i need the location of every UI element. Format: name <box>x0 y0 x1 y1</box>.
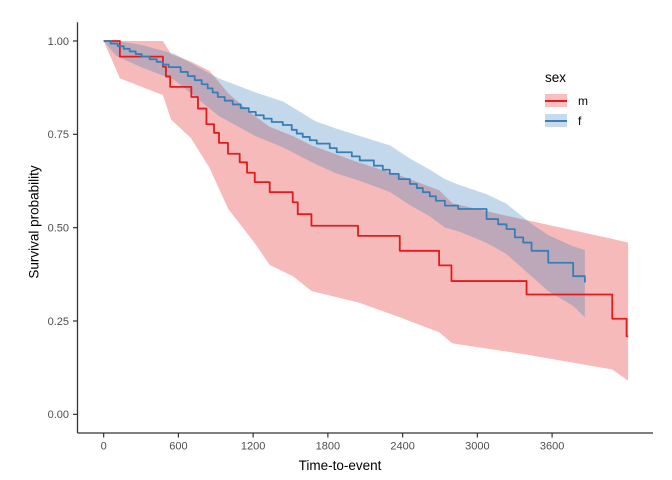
legend-key-m-icon <box>545 94 567 107</box>
y-tick-label: 0.25 <box>48 316 69 328</box>
legend: sex m f <box>545 70 588 134</box>
survival-curve-f <box>103 40 586 283</box>
legend-item-f: f <box>545 113 588 128</box>
legend-title: sex <box>545 70 567 85</box>
x-tick-label: 0 <box>101 441 107 453</box>
legend-label-m: m <box>578 93 588 108</box>
legend-key-m-line <box>545 99 567 102</box>
x-tick-label: 3000 <box>465 441 489 453</box>
legend-key-f-line <box>545 119 567 122</box>
y-tick-label: 1.00 <box>48 36 69 48</box>
x-tick-label: 1800 <box>316 441 340 453</box>
y-tick-label: 0.00 <box>48 409 69 421</box>
x-tick-label: 3600 <box>540 441 564 453</box>
legend-key-f-icon <box>545 114 567 127</box>
confidence-band-m <box>103 40 629 381</box>
y-tick-label: 0.50 <box>48 222 69 234</box>
legend-label-f: f <box>578 113 582 128</box>
x-tick-label: 1200 <box>241 441 265 453</box>
y-axis-title: Survival probability <box>26 165 42 279</box>
confidence-band-f <box>103 40 585 318</box>
x-axis-title: Time-to-event <box>298 458 382 473</box>
legend-item-m: m <box>545 93 588 108</box>
y-tick-label: 0.75 <box>48 129 69 141</box>
x-tick-label: 2400 <box>390 441 414 453</box>
x-tick-label: 600 <box>169 441 187 453</box>
survival-curve-m <box>103 40 629 338</box>
